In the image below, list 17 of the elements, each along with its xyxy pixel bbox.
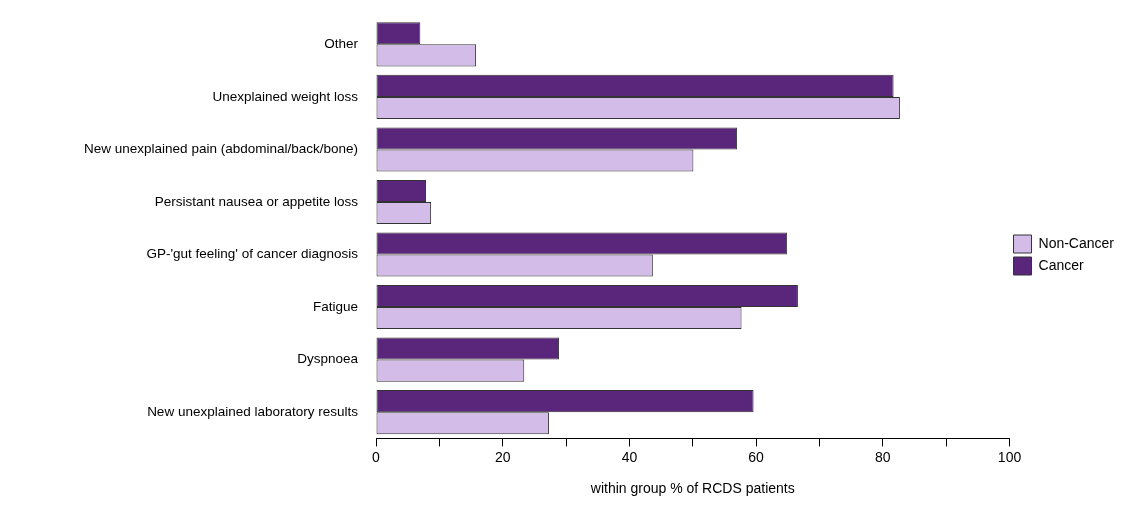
y-tick-label: Persistant nausea or appetite loss xyxy=(154,193,359,209)
y-tick-label: Other xyxy=(324,36,359,52)
x-tick-label: 60 xyxy=(748,448,765,465)
legend-label: Cancer xyxy=(1038,256,1084,273)
x-tick-label: 100 xyxy=(997,448,1022,465)
y-tick-label: Fatigue xyxy=(312,298,358,314)
y-tick-label: New unexplained laboratory results xyxy=(147,403,359,419)
x-tick-label: 40 xyxy=(621,448,638,465)
x-tick-label: 0 xyxy=(372,448,381,465)
y-tick-label: GP-'gut feeling' of cancer diagnosis xyxy=(146,246,359,262)
y-tick-label: New unexplained pain (abdominal/back/bone) xyxy=(84,141,358,157)
x-tick-label: 20 xyxy=(494,448,511,465)
y-tick-label: Dyspnoea xyxy=(297,351,359,367)
y-tick-label: Unexplained weight loss xyxy=(212,88,359,104)
x-tick-label: 80 xyxy=(875,448,891,465)
legend-label: Non-Cancer xyxy=(1038,234,1115,251)
x-axis-title: within group % of RCDS patients xyxy=(589,480,795,497)
